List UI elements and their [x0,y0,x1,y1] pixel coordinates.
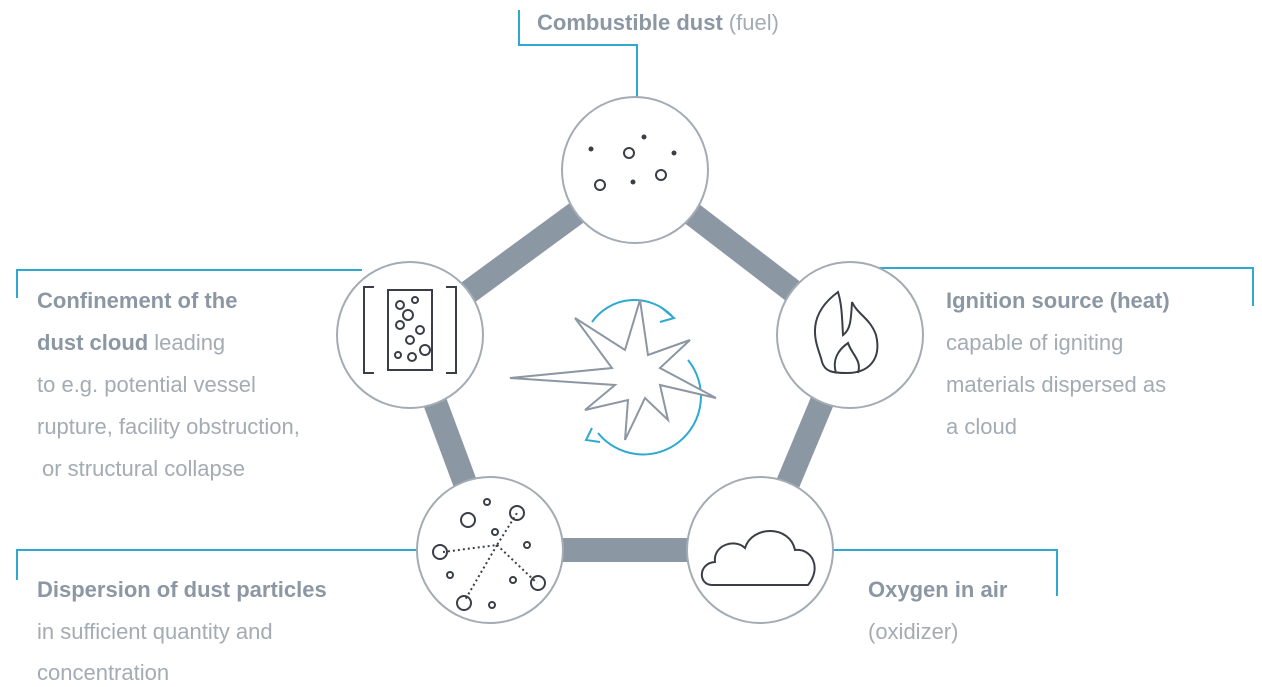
title: dust cloud [37,330,148,355]
confinement-detail: to e.g. potential vessel [37,372,256,397]
detail: (fuel) [729,10,779,35]
dispersion-title: Dispersion of dust particles [37,577,327,602]
ignition-detail: materials dispersed as [946,372,1166,397]
detail: leading [154,330,225,355]
oxygen-title: Oxygen in air [868,577,1008,602]
confinement-detail: or structural collapse [42,456,245,481]
title: Combustible dust [537,10,723,35]
ignition-detail: capable of igniting [946,330,1123,355]
ignition-detail: a cloud [946,414,1017,439]
confinement-title: Confinement of the [37,288,237,313]
ignition-title: Ignition source (heat) [946,288,1170,313]
fuel-label: Combustible dust(fuel) [537,10,779,35]
diagram: Combustible dust(fuel) Ignition source (… [0,0,1262,687]
dispersion-detail: in sufficient quantity and [37,619,273,644]
dispersion-detail: concentration [37,660,169,685]
explosion-icon [510,300,716,454]
oxygen-detail: (oxidizer) [868,619,958,644]
confinement-detail: rupture, facility obstruction, [37,414,300,439]
